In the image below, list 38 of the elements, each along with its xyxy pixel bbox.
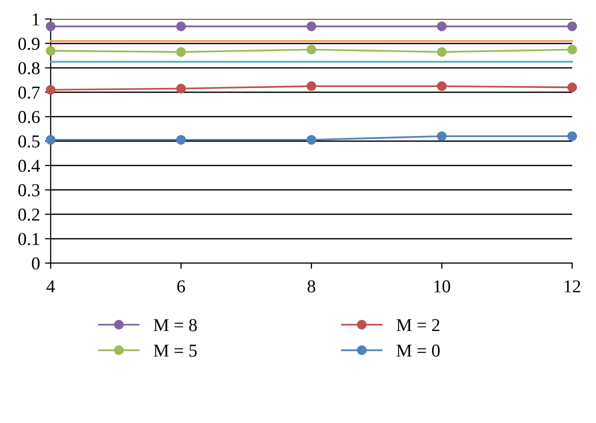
x-tick-label: 10 — [434, 280, 450, 292]
point — [176, 134, 186, 145]
y-tick-label: 1 — [32, 13, 40, 26]
y-tick-label: 0.1 — [18, 232, 40, 246]
point — [306, 44, 316, 54]
y-tick-label: 0.2 — [18, 208, 40, 221]
legend-label: M = 8 — [154, 319, 197, 332]
x-tick-label: 6 — [177, 280, 186, 292]
legend-label: M = 5 — [154, 344, 197, 357]
point — [567, 131, 578, 142]
y-tick-label: 0.5 — [18, 135, 40, 148]
x-tick-label: 4 — [46, 280, 55, 292]
legend-label: M = 0 — [396, 344, 440, 357]
y-tick-label: 0.3 — [18, 184, 40, 196]
point — [306, 21, 316, 32]
point — [306, 134, 316, 145]
point — [306, 81, 316, 92]
legend-label: M = 2 — [396, 319, 440, 332]
point — [176, 47, 186, 57]
y-tick-label: 0.4 — [18, 160, 40, 172]
point — [176, 21, 186, 32]
point — [567, 21, 578, 32]
point — [436, 21, 447, 32]
point — [436, 131, 447, 142]
x-tick-label: 12 — [564, 280, 580, 292]
point — [436, 81, 447, 92]
point — [176, 84, 186, 94]
x-tick-label: 8 — [308, 280, 316, 292]
point — [567, 82, 578, 92]
point — [567, 44, 578, 54]
point — [46, 46, 56, 56]
y-tick-label: 0.7 — [18, 86, 40, 99]
y-tick-label: 0.6 — [18, 110, 40, 124]
point — [436, 47, 447, 57]
y-tick-label: 0.8 — [18, 62, 40, 74]
y-tick-label: 0.9 — [18, 38, 40, 50]
point — [46, 21, 56, 32]
y-tick-label: 0 — [32, 257, 40, 270]
